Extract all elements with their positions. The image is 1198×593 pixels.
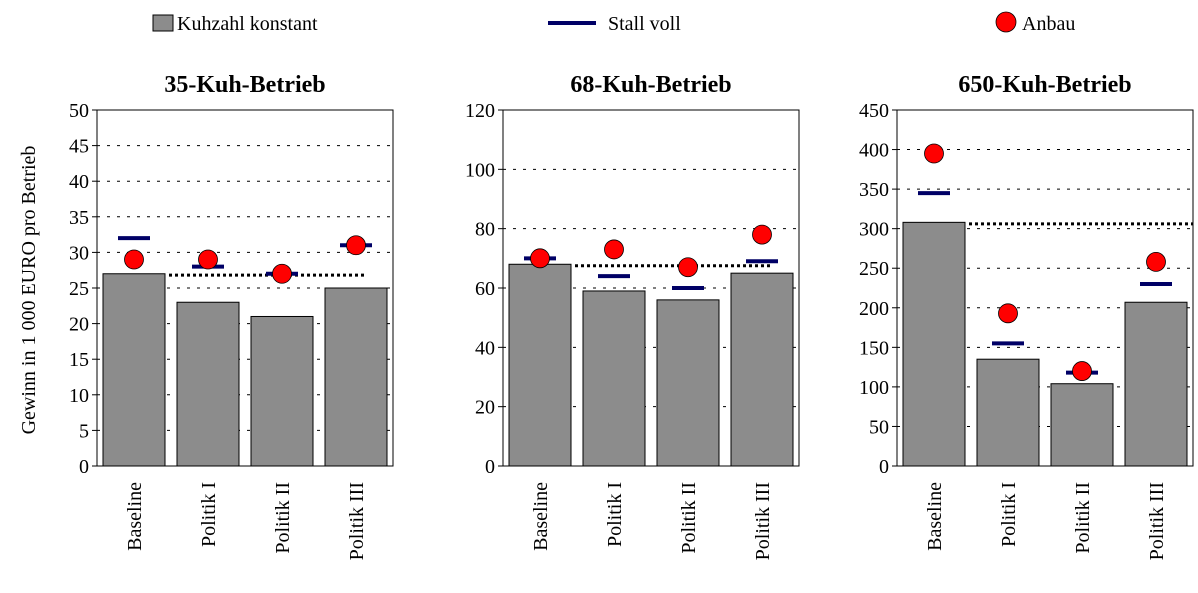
y-tick-label: 80 <box>475 219 495 241</box>
y-tick-label: 250 <box>859 258 889 280</box>
category-label: Politik II <box>678 482 700 554</box>
y-tick-label: 10 <box>69 385 89 407</box>
category-label: Baseline <box>124 482 146 551</box>
bar <box>1124 301 1188 467</box>
legend-bar-swatch <box>152 14 174 32</box>
panel-title: 650-Kuh-Betrieb <box>958 72 1131 98</box>
y-tick-label: 50 <box>69 100 89 122</box>
category-label: Baseline <box>924 482 946 551</box>
y-tick-label: 40 <box>475 337 495 359</box>
category-label: Politik I <box>604 482 626 547</box>
anbau-marker <box>604 239 624 260</box>
y-tick-label: 0 <box>79 456 89 478</box>
y-tick-label: 20 <box>69 314 89 336</box>
bar <box>176 301 240 467</box>
anbau-marker <box>752 224 772 245</box>
y-tick-label: 0 <box>485 456 495 478</box>
y-tick-label: 20 <box>475 397 495 419</box>
y-tick-label: 400 <box>859 140 889 162</box>
panel-title: 68-Kuh-Betrieb <box>570 72 731 98</box>
y-tick-label: 100 <box>859 377 889 399</box>
y-tick-label: 0 <box>879 456 889 478</box>
bar <box>730 272 794 467</box>
category-label: Politik II <box>272 482 294 554</box>
bar <box>656 299 720 467</box>
y-tick-label: 300 <box>859 219 889 241</box>
legend-line-label: Stall voll <box>608 13 681 35</box>
y-tick-label: 25 <box>69 278 89 300</box>
legend-bar-label: Kuhzahl konstant <box>177 13 318 35</box>
anbau-marker <box>998 303 1018 324</box>
anbau-marker <box>678 257 698 278</box>
bar <box>324 287 388 467</box>
y-tick-label: 200 <box>859 298 889 320</box>
anbau-marker <box>1072 361 1092 381</box>
plot-frame <box>502 109 800 467</box>
bar <box>902 221 966 467</box>
y-tick-label: 5 <box>79 420 89 442</box>
panel-650-kuh-betrieb: 650-Kuh-Betrieb 0 50 100 150 200 250 300 350 400 4… <box>859 72 1194 560</box>
bar <box>976 358 1040 467</box>
y-tick-label: 120 <box>465 100 495 122</box>
category-label: Politik III <box>752 482 774 560</box>
anbau-marker <box>346 235 366 256</box>
y-axis-label: Gewinn in 1 000 EURO pro Betrieb <box>18 146 40 435</box>
anbau-marker <box>924 143 944 164</box>
legend-dot-label: Anbau <box>1022 13 1075 35</box>
y-tick-label: 50 <box>869 416 889 438</box>
bar <box>508 263 572 467</box>
y-tick-label: 40 <box>69 171 89 193</box>
plot-frame <box>896 109 1194 467</box>
plot-frame <box>96 109 394 467</box>
anbau-marker <box>198 249 218 270</box>
category-label: Politik II <box>1072 482 1094 554</box>
y-tick-label: 450 <box>859 100 889 122</box>
y-tick-label: 60 <box>475 278 495 300</box>
bar <box>582 290 646 467</box>
y-tick-label: 350 <box>859 179 889 201</box>
category-label: Baseline <box>530 482 552 551</box>
y-tick-label: 100 <box>465 159 495 181</box>
y-tick-label: 45 <box>69 136 89 158</box>
y-tick-label: 15 <box>69 349 89 371</box>
bar <box>1050 383 1114 467</box>
category-label: Politik I <box>198 482 220 547</box>
y-tick-label: 30 <box>69 242 89 264</box>
anbau-marker <box>530 248 550 269</box>
legend: Kuhzahl konstant Stall voll Anbau <box>152 11 1075 35</box>
bar <box>250 315 314 467</box>
anbau-marker <box>124 249 144 270</box>
y-tick-label: 150 <box>859 337 889 359</box>
y-tick-label: 35 <box>69 207 89 229</box>
anbau-marker <box>272 263 292 284</box>
category-label: Politik I <box>998 482 1020 547</box>
category-label: Politik III <box>346 482 368 560</box>
category-label: Politik III <box>1146 482 1168 560</box>
anbau-marker <box>1146 251 1166 272</box>
panel-35-kuh-betrieb: 35-Kuh-Betrieb 0 5 10 15 20 25 30 35 40 45 50 Baseli… <box>69 72 394 560</box>
bar <box>102 273 166 467</box>
legend-dot-swatch <box>995 11 1017 33</box>
panel-68-kuh-betrieb: 68-Kuh-Betrieb 0 20 40 60 80 100 120 Baseline Pol… <box>465 72 800 560</box>
panel-title: 35-Kuh-Betrieb <box>164 72 325 98</box>
